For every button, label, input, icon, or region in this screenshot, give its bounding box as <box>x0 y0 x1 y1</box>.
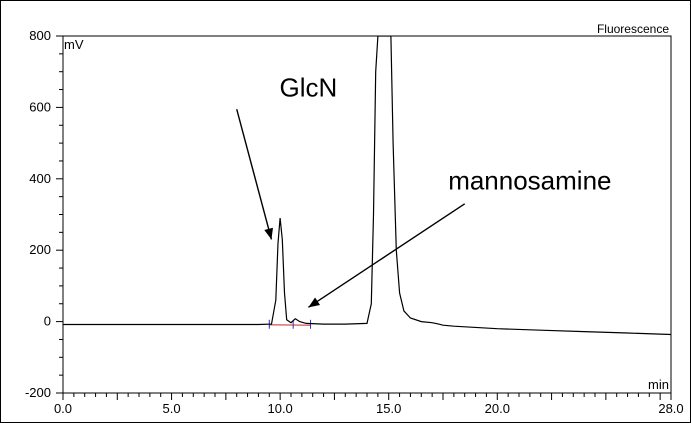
x-tick-label: 5.0 <box>163 401 181 416</box>
integration-markers <box>268 319 312 329</box>
x-tick-label: 15.0 <box>376 401 401 416</box>
series-line-0 <box>63 36 671 336</box>
x-tick-label: 20.0 <box>485 401 510 416</box>
annotation-label-1: mannosamine <box>448 166 611 196</box>
annotation-arrow-1 <box>307 203 466 308</box>
chart-title: Fluorescence <box>597 22 669 36</box>
plot-frame <box>62 35 672 394</box>
y-tick-label: 600 <box>29 99 51 114</box>
y-tick-label: -200 <box>25 385 51 400</box>
annotation-arrowhead-0 <box>264 227 273 240</box>
y-tick-label: 800 <box>29 28 51 43</box>
series-group <box>63 36 671 336</box>
axis-ticks: -200 0 200 400 600 800 0.0 5.0 10.0 15.0 20.0 28.0 <box>25 28 684 416</box>
x-tick-label: 0.0 <box>54 401 72 416</box>
x-axis-label: min <box>648 377 669 392</box>
annotation-arrowhead-1 <box>308 297 321 308</box>
y-tick-label: 0 <box>44 314 51 329</box>
annotations: GlcN mannosamine <box>236 73 612 308</box>
x-tick-label: 10.0 <box>267 401 292 416</box>
annotation-label-0: GlcN <box>279 73 337 103</box>
annotation-arrow-0 <box>236 109 273 240</box>
y-axis-label: mV <box>64 37 84 52</box>
y-tick-label: 200 <box>29 242 51 257</box>
y-tick-label: 400 <box>29 171 51 186</box>
x-tick-label: 28.0 <box>658 401 683 416</box>
